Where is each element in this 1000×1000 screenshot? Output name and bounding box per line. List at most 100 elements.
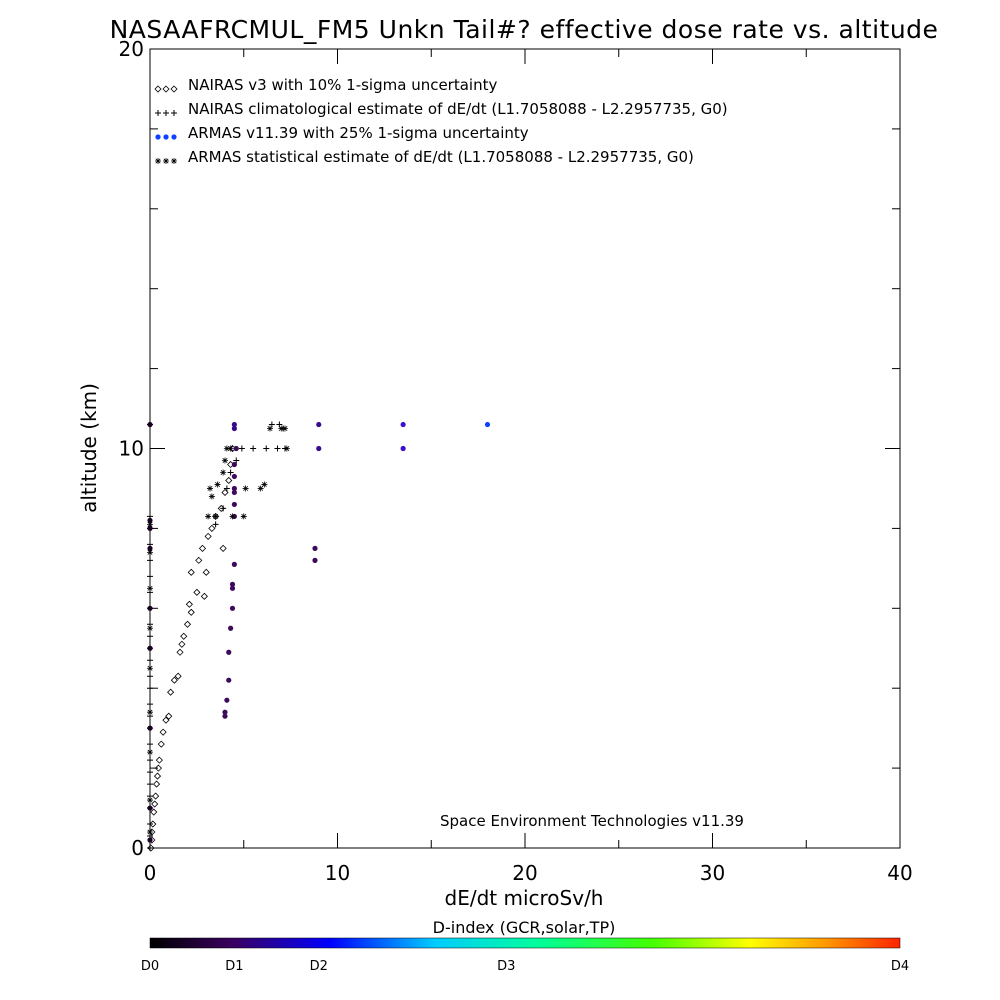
diamond-marker	[202, 568, 210, 576]
diamond-marker	[198, 544, 207, 552]
dot-marker	[171, 134, 177, 140]
plus-marker	[147, 845, 153, 851]
diamond-marker	[152, 792, 160, 800]
dot-marker	[400, 421, 406, 428]
diamond-marker	[187, 568, 195, 576]
plus-marker	[250, 445, 257, 452]
legend-label: ARMAS v11.39 with 25% 1-sigma uncertaint…	[188, 124, 529, 142]
diamond-marker	[185, 600, 193, 608]
plus-marker	[163, 110, 169, 116]
dot-marker	[231, 461, 237, 468]
dot-marker	[163, 134, 169, 140]
dot-marker	[233, 445, 239, 452]
diamond-marker	[176, 648, 184, 656]
colorbar-label: D4	[891, 959, 909, 974]
y-tick-label: 20	[119, 37, 144, 61]
diamond-marker	[153, 772, 162, 780]
x-tick-label: 20	[512, 861, 537, 885]
asterisk-marker	[147, 521, 153, 528]
diamond-marker	[219, 544, 227, 552]
asterisk-marker	[208, 493, 215, 500]
dot-marker	[231, 485, 237, 492]
diamond-marker	[157, 740, 165, 748]
asterisk-marker	[147, 749, 153, 756]
colorbar	[149, 937, 901, 949]
plus-marker	[223, 485, 230, 492]
diamond-marker	[225, 476, 233, 485]
dot-marker	[231, 561, 237, 567]
diamond-marker	[183, 620, 192, 628]
asterisk-marker	[282, 425, 288, 432]
asterisk-marker	[147, 585, 153, 592]
asterisk-marker	[155, 158, 161, 164]
asterisk-marker	[171, 158, 177, 164]
dot-marker	[312, 557, 318, 563]
x-tick-label: 30	[700, 861, 725, 885]
x-tick-label: 40	[887, 861, 912, 885]
asterisk-marker	[229, 513, 236, 520]
dot-marker	[224, 697, 230, 703]
asterisk-marker	[147, 797, 153, 804]
colorbar-label: D2	[310, 959, 328, 974]
dot-marker	[155, 134, 161, 140]
plus-marker	[220, 505, 227, 512]
legend-label: NAIRAS climatological estimate of dE/dt …	[188, 100, 728, 118]
asterisk-marker	[220, 469, 227, 476]
plus-marker	[147, 685, 153, 692]
diamond-marker	[162, 716, 170, 724]
asterisk-marker	[214, 481, 221, 488]
plus-marker	[147, 657, 153, 664]
asterisk-marker	[261, 481, 268, 488]
y-tick-label: 0	[131, 836, 144, 860]
diamond-marker	[154, 85, 162, 93]
asterisk-marker	[257, 485, 264, 492]
dot-marker	[222, 713, 228, 719]
diamond-marker	[187, 608, 195, 616]
asterisk-marker	[240, 513, 247, 520]
dot-marker	[231, 473, 237, 480]
legend-label: ARMAS statistical estimate of dE/dt (L1.…	[188, 148, 694, 166]
diamond-marker	[178, 640, 186, 648]
dot-marker	[229, 605, 236, 611]
asterisk-marker	[278, 425, 285, 432]
dot-marker	[484, 421, 491, 428]
y-tick-label: 10	[119, 437, 144, 461]
y-tick-labels: 0 10 20	[119, 37, 144, 860]
diamond-marker	[155, 756, 163, 764]
plus-marker	[147, 741, 153, 748]
asterisk-marker	[147, 709, 153, 716]
diamond-marker	[208, 524, 216, 532]
x-tick-labels: 0 10 20 30 40	[144, 861, 913, 885]
dot-marker	[147, 517, 153, 524]
dot-marker	[316, 445, 322, 452]
dot-marker	[312, 545, 318, 551]
plus-marker	[263, 445, 270, 452]
dot-marker	[316, 421, 322, 428]
colorbar-title: D-index (GCR,solar,TP)	[433, 918, 616, 937]
diamond-marker	[170, 676, 178, 684]
diamond-marker	[170, 85, 178, 93]
dot-marker	[231, 425, 237, 432]
diamond-marker	[193, 588, 201, 596]
dot-marker	[147, 645, 153, 651]
asterisk-marker	[267, 425, 273, 432]
data-points	[147, 421, 491, 852]
asterisk-marker	[222, 457, 228, 464]
chart-title: NASAAFRCMUL_FM5 Unkn Tail#? effective do…	[110, 15, 939, 44]
plus-marker	[147, 781, 153, 788]
legend-label: NAIRAS v3 with 10% 1-sigma uncertainty	[188, 76, 497, 94]
diamond-marker	[180, 632, 188, 640]
dot-marker	[147, 837, 153, 843]
asterisk-marker	[205, 513, 212, 520]
colorbar-labels: D0 D1 D2 D3 D4	[141, 959, 909, 974]
asterisk-marker	[207, 485, 213, 492]
asterisk-marker	[283, 445, 290, 452]
colorbar-label: D3	[497, 959, 515, 974]
dot-marker	[147, 605, 153, 611]
dot-marker	[228, 625, 234, 631]
dot-marker	[147, 525, 153, 532]
plot-frame	[149, 48, 901, 849]
dot-marker	[231, 489, 237, 496]
diamond-marker	[159, 728, 167, 736]
